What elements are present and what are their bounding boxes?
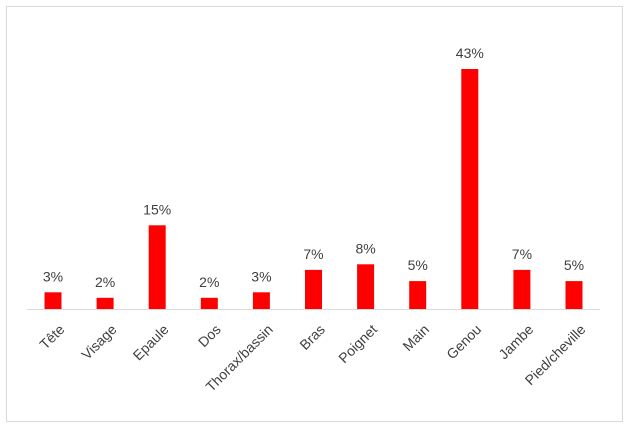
bar-2 [148, 225, 166, 309]
value-label-5: 7% [303, 246, 323, 262]
category-label-8: Genou [443, 321, 484, 362]
value-label-6: 8% [355, 240, 375, 256]
bar-5 [305, 269, 322, 309]
bar-0 [44, 292, 62, 309]
bar-7 [409, 281, 427, 309]
value-label-0: 3% [43, 268, 63, 284]
value-label-3: 2% [199, 274, 219, 290]
value-label-8: 43% [456, 45, 484, 61]
value-label-9: 7% [512, 246, 532, 262]
chart-frame [6, 6, 623, 422]
category-label-2: Epaule [130, 321, 172, 363]
bar-3 [200, 297, 218, 309]
value-label-1: 2% [95, 274, 115, 290]
bar-6 [357, 264, 375, 309]
value-label-7: 5% [408, 257, 428, 273]
category-label-7: Main [399, 321, 432, 354]
value-label-2: 15% [143, 201, 171, 217]
category-label-3: Dos [195, 321, 224, 350]
bar-8 [461, 69, 479, 309]
category-label-1: Visage [78, 321, 120, 363]
bar-9 [513, 269, 531, 309]
category-label-0: Tête [36, 321, 67, 352]
value-label-4: 3% [251, 268, 271, 284]
value-label-10: 5% [564, 257, 584, 273]
category-label-9: Jambe [495, 321, 536, 362]
bars-group [44, 69, 583, 309]
bar-10 [565, 281, 583, 309]
category-label-6: Poignet [335, 321, 380, 366]
bar-4 [252, 292, 270, 309]
value-labels-group: 3% 2% 15% 2% 3% 7% 8% 5% 43% 7% 5% [43, 45, 584, 290]
bar-1 [96, 297, 114, 309]
category-label-5: Bras [296, 321, 328, 353]
